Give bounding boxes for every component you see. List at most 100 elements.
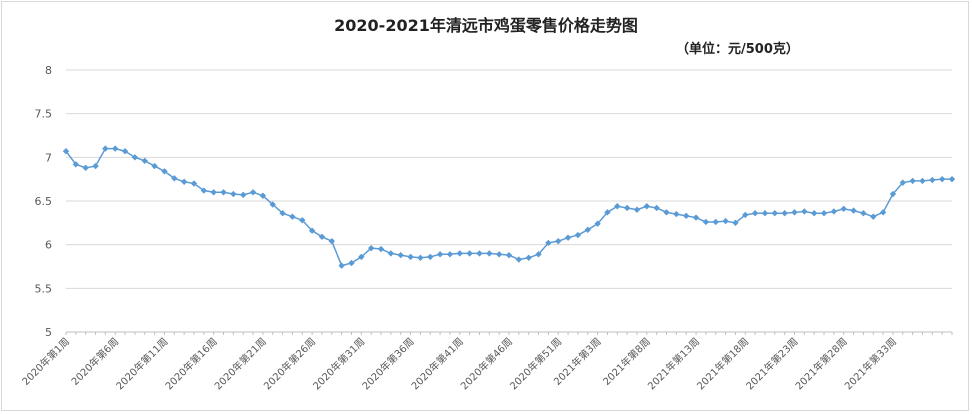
data-point <box>112 145 119 152</box>
x-tick-label: 2020年第46周 <box>458 335 515 392</box>
data-point <box>486 250 493 257</box>
data-point <box>702 218 710 226</box>
data-point <box>328 237 335 245</box>
data-point <box>899 179 906 186</box>
x-tick-label: 2020年第36周 <box>359 335 416 392</box>
data-point <box>220 189 227 196</box>
data-point <box>387 250 395 257</box>
data-point <box>289 213 296 220</box>
data-point <box>742 211 749 219</box>
data-point <box>535 251 542 258</box>
data-point <box>564 234 572 241</box>
data-point <box>190 180 198 187</box>
data-point <box>210 189 217 196</box>
data-point <box>771 210 778 217</box>
y-tick-label: 5.5 <box>35 282 53 295</box>
data-point <box>692 214 700 221</box>
data-point <box>446 251 454 258</box>
data-point <box>683 212 690 220</box>
data-point <box>643 203 651 210</box>
data-point <box>348 259 355 267</box>
data-point <box>919 177 926 185</box>
data-point <box>141 157 148 165</box>
x-tick-label: 2021年第18周 <box>694 335 751 392</box>
x-tick-label: 2021年第8周 <box>600 335 653 388</box>
data-point <box>397 251 404 259</box>
data-point <box>358 253 365 261</box>
data-point <box>584 226 591 234</box>
data-point <box>240 191 247 199</box>
data-point <box>476 250 483 257</box>
data-point <box>259 192 267 199</box>
y-tick-label: 8 <box>45 64 52 77</box>
y-tick-label: 6 <box>45 239 52 252</box>
data-point <box>338 262 345 269</box>
data-point <box>673 210 680 218</box>
chart-title: 2020-2021年清远市鸡蛋零售价格走势图 <box>334 16 638 35</box>
data-point <box>279 210 286 217</box>
x-tick-label: 2021年第13周 <box>645 335 702 392</box>
data-point <box>604 209 611 216</box>
data-point <box>850 207 857 214</box>
data-point <box>879 209 887 216</box>
data-point <box>161 168 168 175</box>
data-point <box>367 244 375 252</box>
y-tick-label: 7.5 <box>35 108 53 121</box>
data-point <box>505 251 513 259</box>
y-axis: 5 5.5 6 6.5 7 7.5 8 <box>35 64 53 339</box>
x-tick-label: 2020年第21周 <box>212 335 269 392</box>
y-tick-label: 5 <box>45 326 52 339</box>
data-point <box>200 187 208 194</box>
x-tick-label: 2020年第11周 <box>113 335 170 392</box>
data-point <box>663 209 670 216</box>
x-tick-label: 2020年第1周 <box>19 335 72 388</box>
data-point <box>801 208 808 215</box>
y-tick-label: 7 <box>45 151 52 164</box>
series-line <box>65 147 952 267</box>
data-point <box>308 227 316 234</box>
x-tick-label: 2021年第23周 <box>743 335 800 392</box>
data-point <box>909 177 916 185</box>
y-tick-label: 6.5 <box>35 195 53 208</box>
data-point <box>269 201 276 208</box>
data-point <box>495 251 503 258</box>
data-point <box>427 253 434 261</box>
data-point <box>417 254 424 261</box>
x-tick-label: 2020年第16周 <box>162 335 219 392</box>
data-point <box>555 237 562 245</box>
data-point <box>929 176 936 184</box>
data-points <box>62 145 956 269</box>
data-point <box>466 250 473 257</box>
data-point <box>121 148 129 155</box>
data-point <box>545 239 552 247</box>
data-point <box>92 162 99 170</box>
data-point <box>171 175 178 182</box>
data-point <box>623 204 631 212</box>
chart-subtitle: （单位：元/500克） <box>676 42 799 57</box>
data-point <box>62 148 70 155</box>
data-point <box>870 213 877 220</box>
data-point <box>732 219 739 227</box>
data-point <box>860 210 867 217</box>
x-tick-label: 2020年第26周 <box>261 335 318 392</box>
data-point <box>791 209 798 216</box>
data-point <box>948 175 956 183</box>
data-point <box>594 220 601 227</box>
data-point <box>840 205 847 213</box>
data-point <box>407 253 414 261</box>
data-point <box>781 210 788 217</box>
data-point <box>938 175 946 183</box>
data-point <box>131 154 139 161</box>
data-point <box>318 233 326 241</box>
x-tick-label: 2020年第6周 <box>68 335 121 388</box>
data-point <box>515 256 523 263</box>
x-axis: 2020年第1周2020年第6周2020年第11周2020年第16周2020年第… <box>19 332 953 392</box>
x-tick-label: 2020年第41周 <box>408 335 465 392</box>
gridlines <box>66 69 952 333</box>
data-point <box>712 218 719 226</box>
data-point <box>72 161 80 168</box>
data-point <box>830 208 838 215</box>
data-point <box>761 210 769 217</box>
